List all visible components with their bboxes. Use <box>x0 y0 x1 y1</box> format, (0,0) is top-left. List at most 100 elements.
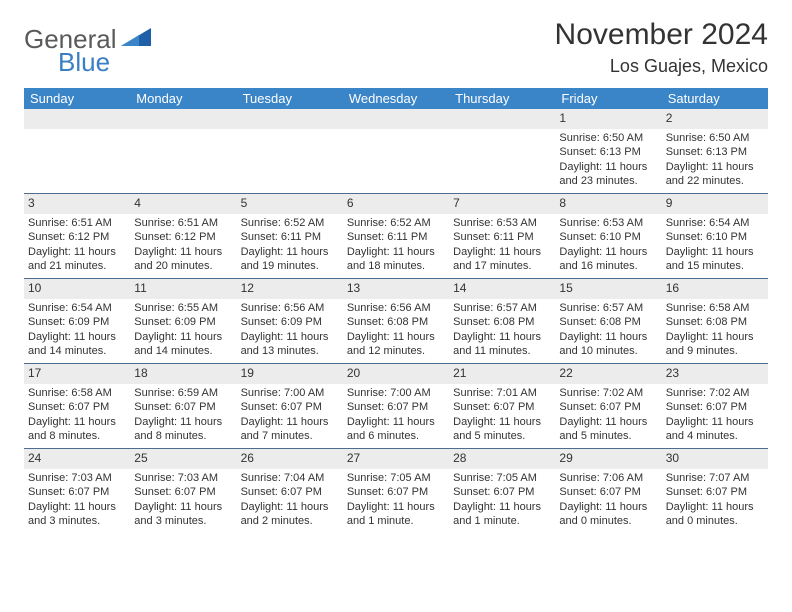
day-number: 6 <box>343 194 449 214</box>
day-detail-line: Daylight: 11 hours <box>241 415 339 430</box>
day-number-empty <box>343 109 449 129</box>
day-detail-line: Sunrise: 7:03 AM <box>28 471 126 486</box>
day-number: 14 <box>449 279 555 299</box>
day-detail-line: Sunset: 6:11 PM <box>453 230 551 245</box>
day-cell: 25Sunrise: 7:03 AMSunset: 6:07 PMDayligh… <box>130 449 236 533</box>
day-detail-line: Sunset: 6:08 PM <box>453 315 551 330</box>
day-detail-line: Sunrise: 6:52 AM <box>241 216 339 231</box>
day-detail-line: Sunset: 6:07 PM <box>28 400 126 415</box>
day-detail-line: Daylight: 11 hours <box>666 160 764 175</box>
day-detail-line: Daylight: 11 hours <box>559 330 657 345</box>
day-detail-line: Daylight: 11 hours <box>347 500 445 515</box>
day-detail-line: Sunset: 6:11 PM <box>241 230 339 245</box>
day-detail-line: Sunrise: 7:04 AM <box>241 471 339 486</box>
brand-logo: General Blue <box>24 24 151 78</box>
day-detail-line: Daylight: 11 hours <box>28 415 126 430</box>
day-cell: 28Sunrise: 7:05 AMSunset: 6:07 PMDayligh… <box>449 449 555 533</box>
day-detail-line: Sunrise: 6:53 AM <box>453 216 551 231</box>
location: Los Guajes, Mexico <box>555 56 768 77</box>
day-cell: 16Sunrise: 6:58 AMSunset: 6:08 PMDayligh… <box>662 279 768 363</box>
day-detail-line: Sunrise: 6:55 AM <box>134 301 232 316</box>
day-number-empty <box>237 109 343 129</box>
day-cell: 4Sunrise: 6:51 AMSunset: 6:12 PMDaylight… <box>130 194 236 278</box>
day-detail-line: Sunset: 6:07 PM <box>241 485 339 500</box>
day-detail-line: Sunrise: 7:07 AM <box>666 471 764 486</box>
day-number: 11 <box>130 279 236 299</box>
day-detail-line: Daylight: 11 hours <box>134 330 232 345</box>
day-number: 2 <box>662 109 768 129</box>
day-number: 9 <box>662 194 768 214</box>
day-detail-line: Daylight: 11 hours <box>28 245 126 260</box>
day-cell: 2 Sunrise: 6:50 AMSunset: 6:13 PMDaylight… <box>662 109 768 193</box>
day-detail-line: Sunrise: 7:02 AM <box>559 386 657 401</box>
day-detail-line: Sunrise: 6:50 AM <box>666 131 764 146</box>
day-cell <box>24 109 130 193</box>
day-cell: 18Sunrise: 6:59 AMSunset: 6:07 PMDayligh… <box>130 364 236 448</box>
day-detail-line: Sunrise: 6:52 AM <box>347 216 445 231</box>
day-detail-line: and 1 minute. <box>347 514 445 529</box>
day-detail-line: Sunrise: 7:02 AM <box>666 386 764 401</box>
day-cell: 22Sunrise: 7:02 AMSunset: 6:07 PMDayligh… <box>555 364 661 448</box>
day-detail-line: and 16 minutes. <box>559 259 657 274</box>
day-number: 8 <box>555 194 661 214</box>
day-number: 17 <box>24 364 130 384</box>
day-cell: 12Sunrise: 6:56 AMSunset: 6:09 PMDayligh… <box>237 279 343 363</box>
day-detail-line: Sunrise: 6:54 AM <box>28 301 126 316</box>
week-row: 24 Sunrise: 7:03 AM Sunset: 6:07 PM Dayligh… <box>24 449 768 533</box>
day-detail-line: Sunset: 6:08 PM <box>559 315 657 330</box>
day-detail-line: Sunset: 6:12 PM <box>28 230 126 245</box>
day-detail-line: and 7 minutes. <box>241 429 339 444</box>
day-detail-line: Sunset: 6:09 PM <box>28 315 126 330</box>
day-detail-line: and 0 minutes. <box>559 514 657 529</box>
day-detail-line: Sunrise: 7:01 AM <box>453 386 551 401</box>
brand-triangle-icon <box>121 28 151 52</box>
page: General Blue November 2024 Los Guajes, M… <box>0 0 792 612</box>
day-detail-line: Sunset: 6:07 PM <box>347 400 445 415</box>
weekday-label: Thursday <box>449 88 555 109</box>
day-cell: 23Sunrise: 7:02 AMSunset: 6:07 PMDayligh… <box>662 364 768 448</box>
day-detail-line: and 23 minutes. <box>559 174 657 189</box>
day-number: 26 <box>237 449 343 469</box>
day-detail-line: Daylight: 11 hours <box>453 330 551 345</box>
day-detail-line: Daylight: 11 hours <box>559 500 657 515</box>
day-detail-line: Sunset: 6:09 PM <box>241 315 339 330</box>
calendar: Sunday Monday Tuesday Wednesday Thursday… <box>24 88 768 533</box>
day-detail-line: Daylight: 11 hours <box>134 245 232 260</box>
week-row: 10Sunrise: 6:54 AMSunset: 6:09 PMDayligh… <box>24 279 768 364</box>
day-detail-line: Sunrise: 6:56 AM <box>347 301 445 316</box>
day-detail-line: and 8 minutes. <box>134 429 232 444</box>
day-detail-line: Daylight: 11 hours <box>666 330 764 345</box>
day-detail-line: and 11 minutes. <box>453 344 551 359</box>
day-detail-line: Sunrise: 6:51 AM <box>28 216 126 231</box>
day-number: 16 <box>662 279 768 299</box>
day-detail-line: Sunset: 6:07 PM <box>134 400 232 415</box>
day-number: 22 <box>555 364 661 384</box>
day-number: 10 <box>24 279 130 299</box>
day-detail-line: and 8 minutes. <box>28 429 126 444</box>
weekday-label: Monday <box>130 88 236 109</box>
day-cell: 17Sunrise: 6:58 AMSunset: 6:07 PMDayligh… <box>24 364 130 448</box>
day-detail-line: and 19 minutes. <box>241 259 339 274</box>
weekday-label: Wednesday <box>343 88 449 109</box>
day-cell: 1Sunrise: 6:50 AMSunset: 6:13 PMDaylight… <box>555 109 661 193</box>
day-detail-line: Daylight: 11 hours <box>453 245 551 260</box>
day-number: 23 <box>662 364 768 384</box>
day-number: 28 <box>449 449 555 469</box>
day-cell: 3Sunrise: 6:51 AMSunset: 6:12 PMDaylight… <box>24 194 130 278</box>
day-detail-line: Sunset: 6:10 PM <box>666 230 764 245</box>
day-number: 29 <box>555 449 661 469</box>
week-row: 17Sunrise: 6:58 AMSunset: 6:07 PMDayligh… <box>24 364 768 449</box>
day-detail-line: Sunset: 6:07 PM <box>453 400 551 415</box>
day-detail-line: Daylight: 11 hours <box>666 500 764 515</box>
day-detail-line: Sunset: 6:13 PM <box>666 145 764 160</box>
day-number-empty <box>449 109 555 129</box>
day-number: 24 <box>24 449 130 469</box>
day-number: 21 <box>449 364 555 384</box>
day-detail-line: Sunrise: 7:00 AM <box>347 386 445 401</box>
day-detail-line: Sunset: 6:13 PM <box>559 145 657 160</box>
day-detail-line: Sunrise: 6:51 AM <box>134 216 232 231</box>
day-detail-line: and 5 minutes. <box>453 429 551 444</box>
day-detail-line: and 20 minutes. <box>134 259 232 274</box>
day-detail-line: Sunrise: 7:03 AM <box>134 471 232 486</box>
day-detail-line: Sunset: 6:09 PM <box>134 315 232 330</box>
